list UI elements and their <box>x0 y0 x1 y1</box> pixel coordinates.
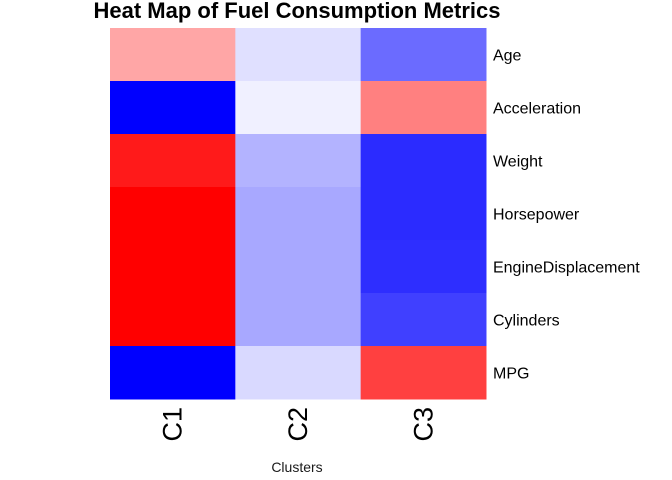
heatmap-cell-age-c1 <box>110 28 236 82</box>
column-label-c3: C3 <box>408 407 438 442</box>
heatmap-cell-weight-c1 <box>110 134 236 188</box>
column-label-c2: C2 <box>283 407 313 442</box>
heatmap-cell-cylinders-c3 <box>360 293 487 347</box>
row-label-enginedisplacement: EngineDisplacement <box>493 260 640 277</box>
heatmap-cell-cylinders-c1 <box>110 293 236 347</box>
row-label-age: Age <box>493 48 522 65</box>
row-label-mpg: MPG <box>493 366 529 383</box>
heatmap-cell-enginedisplacement-c1 <box>110 240 236 294</box>
row-label-horsepower: Horsepower <box>493 207 580 224</box>
heatmap-cell-cylinders-c2 <box>235 293 362 347</box>
row-labels: Age Acceleration Weight Horsepower EngineDis… <box>493 48 640 383</box>
heatmap-cell-horsepower-c1 <box>110 187 236 241</box>
column-label-c1: C1 <box>158 407 188 442</box>
heatmap-cell-mpg-c3 <box>360 346 487 400</box>
heatmap-cell-horsepower-c2 <box>235 187 362 241</box>
heatmap-cell-age-c3 <box>360 28 487 82</box>
heatmap-cell-enginedisplacement-c2 <box>235 240 362 294</box>
heatmap-cells <box>110 28 487 400</box>
heatmap-cell-acceleration-c3 <box>360 81 487 135</box>
row-label-weight: Weight <box>493 154 543 171</box>
heatmap-cell-weight-c3 <box>360 134 487 188</box>
heatmap-cell-age-c2 <box>235 28 362 82</box>
x-axis-label: Clusters <box>271 459 322 475</box>
column-labels: C1 C2 C3 <box>158 407 439 442</box>
heatmap-cell-acceleration-c1 <box>110 81 236 135</box>
heatmap-cell-acceleration-c2 <box>235 81 362 135</box>
heatmap-cell-weight-c2 <box>235 134 362 188</box>
heatmap-cell-mpg-c1 <box>110 346 236 400</box>
chart-title: Heat Map of Fuel Consumption Metrics <box>93 0 500 23</box>
heatmap-cell-mpg-c2 <box>235 346 362 400</box>
heatmap-cell-horsepower-c3 <box>360 187 487 241</box>
row-label-cylinders: Cylinders <box>493 313 560 330</box>
heatmap-cell-enginedisplacement-c3 <box>360 240 487 294</box>
row-label-acceleration: Acceleration <box>493 101 581 118</box>
